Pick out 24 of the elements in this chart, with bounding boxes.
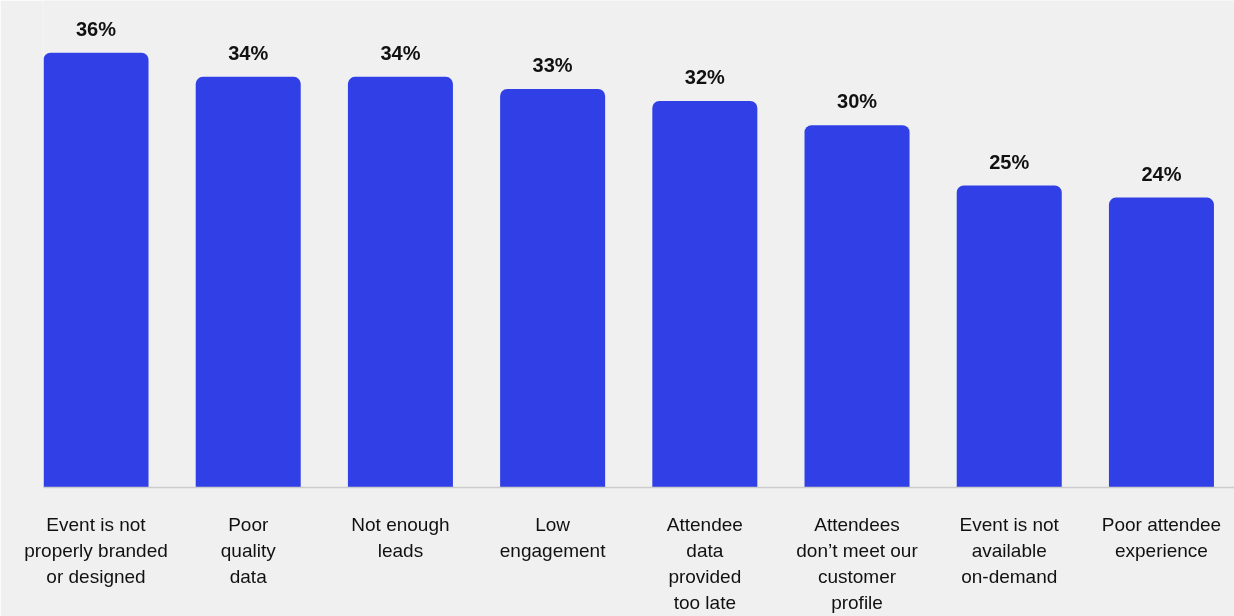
x-tick-label: Poor quality data: [220, 513, 277, 587]
x-tick-label: Attendee data provided too late: [666, 513, 743, 614]
x-tick-label: Not enough leads: [351, 513, 450, 561]
data-label: 33%: [532, 53, 573, 76]
data-label: 32%: [684, 65, 726, 88]
x-tick-label: Attendees don’t meet our customer profile: [796, 513, 919, 614]
x-tick-label: Event is not available on-demand: [959, 513, 1060, 587]
bar: [195, 76, 301, 488]
data-label: 34%: [228, 41, 269, 64]
data-label: 30%: [837, 90, 878, 113]
x-tick-label: Poor attendee experience: [1101, 513, 1222, 561]
data-label: 24%: [1141, 162, 1182, 185]
x-tick-label: Event is not properly branded or designed: [24, 513, 168, 587]
bar: [500, 88, 606, 488]
bar: [1108, 197, 1214, 488]
bar: [43, 52, 149, 488]
bar: [804, 125, 910, 488]
bar: [347, 76, 453, 488]
data-label: 34%: [380, 41, 421, 64]
x-tick-label: Low engagement: [499, 513, 607, 561]
data-label: 36%: [76, 17, 117, 40]
bar: [956, 185, 1062, 488]
bar: [652, 100, 758, 488]
data-label: 25%: [989, 150, 1030, 173]
